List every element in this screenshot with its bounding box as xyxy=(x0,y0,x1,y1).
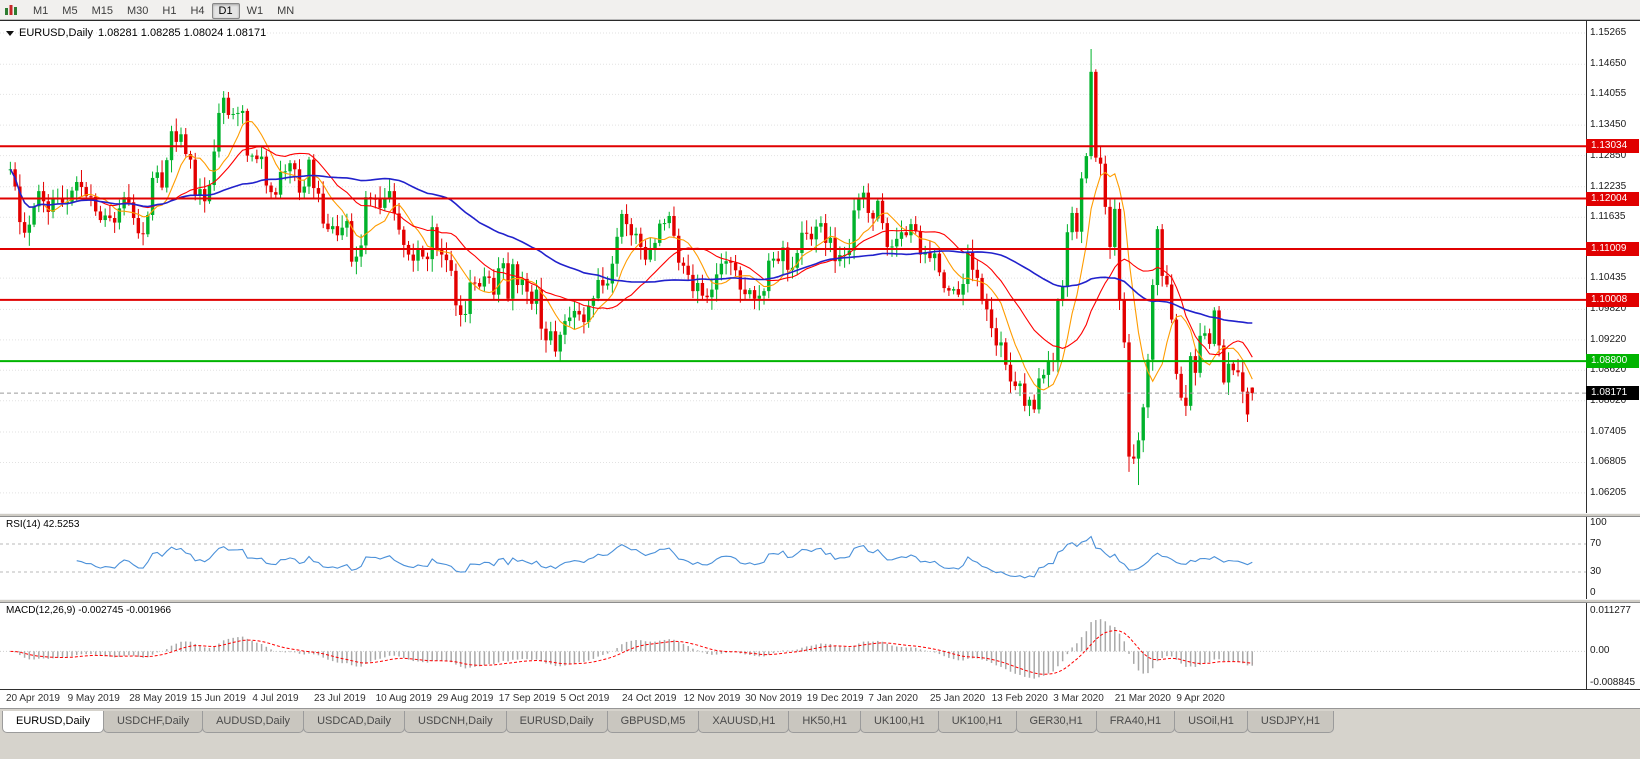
date-axis-label: 19 Dec 2019 xyxy=(806,693,864,704)
macd-axis-label: -0.008845 xyxy=(1590,677,1636,688)
rsi-axis-label: 0 xyxy=(1590,587,1596,598)
price-axis-label: 1.07405 xyxy=(1590,425,1627,437)
price-axis-label: 1.09820 xyxy=(1590,303,1627,315)
price-axis-label: 1.15265 xyxy=(1590,27,1627,38)
timeframe-toolbar: M1 M5 M15 M30 H1 H4 D1 W1 MN xyxy=(0,0,1640,20)
chart-tab[interactable]: GER30,H1 xyxy=(1015,711,1097,733)
price-axis-label: 1.08620 xyxy=(1590,364,1627,376)
chart-tab[interactable]: USDCNH,Daily xyxy=(404,711,507,733)
timeframe-button-m5[interactable]: M5 xyxy=(62,4,78,17)
rsi-axis-label: 70 xyxy=(1590,538,1602,549)
rsi-axis-label: 100 xyxy=(1590,517,1607,528)
chart-tab[interactable]: USOil,H1 xyxy=(1174,711,1248,733)
macd-panel[interactable] xyxy=(0,603,1586,689)
chart-tab[interactable]: EURUSD,Daily xyxy=(2,711,104,733)
date-axis-label: 20 Apr 2019 xyxy=(6,693,60,704)
date-axis-label: 4 Jul 2019 xyxy=(252,693,299,704)
current-price-tag: 1.08171 xyxy=(1586,386,1639,401)
chart-tabbar: EURUSD,Daily USDCHF,Daily AUDUSD,Daily USDC… xyxy=(0,708,1640,759)
price-axis-label: 1.14055 xyxy=(1590,88,1627,100)
rsi-axis-label: 30 xyxy=(1590,566,1602,577)
date-axis-label: 24 Oct 2019 xyxy=(622,693,677,704)
rsi-panel[interactable] xyxy=(0,517,1586,599)
time-axis: 20 Apr 2019 9 May 2019 28 May 2019 15 Jun 2… xyxy=(0,689,1640,708)
macd-axis-label: 0.00 xyxy=(1590,645,1610,657)
date-axis-label: 28 May 2019 xyxy=(129,693,188,704)
timeframe-button-d1[interactable]: D1 xyxy=(211,2,240,19)
chart-tab[interactable]: GBPUSD,M5 xyxy=(606,711,700,733)
chart-tab[interactable]: HK50,H1 xyxy=(788,711,861,733)
price-axis-label: 1.06805 xyxy=(1590,456,1627,468)
chart-window: EURUSD,Daily 1.08281 1.08285 1.08024 1.0… xyxy=(0,20,1640,759)
timeframe-buttons: M1 M5 M15 M30 H1 H4 D1 W1 MN xyxy=(26,1,301,19)
price-axis-label: 1.13450 xyxy=(1590,119,1627,131)
date-axis-label: 12 Nov 2019 xyxy=(683,693,741,704)
panel-splitter-rsi[interactable] xyxy=(0,513,1640,517)
macd-axis-label: 0.011277 xyxy=(1590,605,1631,616)
chart-tab[interactable]: USDCAD,Daily xyxy=(303,711,406,733)
price-axis-label: 1.14650 xyxy=(1590,58,1627,70)
price-axis-label: 1.09220 xyxy=(1590,333,1627,345)
timeframe-button-w1[interactable]: W1 xyxy=(246,4,264,17)
price-axis-label: 1.12235 xyxy=(1590,180,1627,192)
price-axis-label: 1.11635 xyxy=(1590,211,1626,223)
chart-tab[interactable]: XAUUSD,H1 xyxy=(698,711,790,733)
chart-tab[interactable]: AUDUSD,Daily xyxy=(202,711,305,733)
chart-tab[interactable]: UK100,H1 xyxy=(859,711,939,733)
date-axis-label: 9 Apr 2020 xyxy=(1176,693,1225,704)
chart-toolbar-icon[interactable] xyxy=(4,4,18,16)
date-axis-label: 21 Mar 2020 xyxy=(1114,693,1171,704)
timeframe-button-h1[interactable]: H1 xyxy=(162,4,177,17)
date-axis-label: 29 Aug 2019 xyxy=(437,693,494,704)
date-axis-label: 5 Oct 2019 xyxy=(560,693,610,704)
date-axis-label: 17 Sep 2019 xyxy=(498,693,556,704)
price-axis-label: 1.08020 xyxy=(1590,394,1627,406)
chart-ohlc-values: 1.08281 1.08285 1.08024 1.08171 xyxy=(97,27,267,39)
date-axis-label: 30 Nov 2019 xyxy=(745,693,802,704)
date-axis-label: 15 Jun 2019 xyxy=(190,693,246,704)
chart-tab[interactable]: USDCHF,Daily xyxy=(102,711,204,733)
date-axis-label: 9 May 2019 xyxy=(67,693,120,704)
timeframe-button-m1[interactable]: M1 xyxy=(33,4,49,17)
panel-splitter-macd[interactable] xyxy=(0,599,1640,603)
chart-tab[interactable]: USDJPY,H1 xyxy=(1246,711,1335,733)
date-axis-label: 13 Feb 2020 xyxy=(991,693,1048,704)
timeframe-button-m30[interactable]: M30 xyxy=(126,4,149,17)
chart-title: EURUSD,Daily 1.08281 1.08285 1.08024 1.0… xyxy=(6,27,266,39)
date-axis-label: 23 Jul 2019 xyxy=(314,693,366,704)
hline-price-tag[interactable]: 1.12004 xyxy=(1586,191,1639,206)
symbol-menu-icon[interactable] xyxy=(6,30,14,36)
macd-label: MACD(12,26,9) -0.002745 -0.001966 xyxy=(6,605,172,616)
timeframe-button-h4[interactable]: H4 xyxy=(190,4,205,17)
price-chart[interactable] xyxy=(0,21,1586,513)
chart-tab[interactable]: FRA40,H1 xyxy=(1095,711,1176,733)
chart-tab[interactable]: UK100,H1 xyxy=(937,711,1017,733)
rsi-label: RSI(14) 42.5253 xyxy=(6,519,80,530)
hline-price-tag[interactable]: 1.10008 xyxy=(1586,292,1639,307)
price-axis-label: 1.06205 xyxy=(1590,486,1627,498)
hline-price-tag[interactable]: 1.11009 xyxy=(1586,242,1639,257)
date-axis-label: 10 Aug 2019 xyxy=(375,693,432,704)
price-axis-label: 1.12850 xyxy=(1590,149,1627,161)
chart-tabs: EURUSD,Daily USDCHF,Daily AUDUSD,Daily USDC… xyxy=(0,709,1640,733)
timeframe-button-mn[interactable]: MN xyxy=(277,4,295,17)
timeframe-button-m15[interactable]: M15 xyxy=(91,4,113,17)
date-axis-label: 25 Jan 2020 xyxy=(930,693,986,704)
hline-price-tag[interactable]: 1.08800 xyxy=(1586,354,1639,369)
date-axis-label: 3 Mar 2020 xyxy=(1053,693,1104,704)
hline-price-tag[interactable]: 1.13034 xyxy=(1586,139,1639,154)
date-axis-label: 7 Jan 2020 xyxy=(868,693,918,704)
price-axis-label: 1.10435 xyxy=(1590,272,1627,284)
chart-symbol-period: EURUSD,Daily xyxy=(19,27,93,39)
chart-tab[interactable]: EURUSD,Daily xyxy=(505,711,608,733)
mini-chart-icon xyxy=(5,4,17,15)
